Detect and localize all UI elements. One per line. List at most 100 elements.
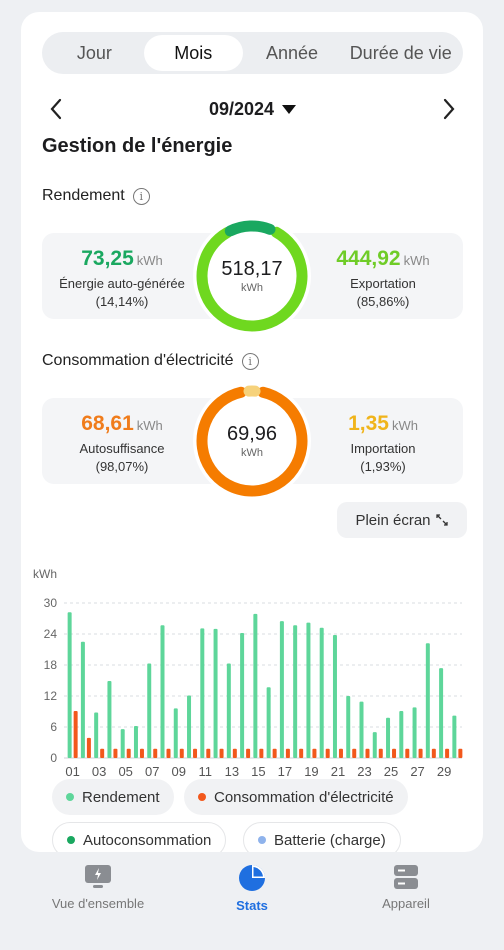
- bar-consommation: [392, 748, 397, 758]
- bar-consommation: [365, 748, 370, 758]
- date-selector: 09/2024: [42, 94, 463, 124]
- export-value: 444,92: [336, 247, 401, 270]
- export-arc: [196, 226, 308, 332]
- bar-consommation: [246, 748, 251, 758]
- bar-rendement: [133, 725, 138, 758]
- bar-consommation: [338, 748, 343, 758]
- bar-rendement: [187, 695, 192, 758]
- bar-consommation: [206, 748, 211, 758]
- bar-rendement: [425, 643, 430, 758]
- x-tick-label: 07: [145, 764, 159, 779]
- bar-rendement: [94, 712, 99, 758]
- x-tick-label: 13: [225, 764, 239, 779]
- bar-consommation: [153, 748, 158, 758]
- tab-duree-de-vie[interactable]: Durée de vie: [349, 42, 452, 63]
- self-generated-label: Énergie auto-générée: [59, 276, 185, 291]
- bar-consommation: [299, 748, 304, 758]
- bar-rendement: [226, 663, 231, 758]
- import-label: Importation: [350, 441, 416, 456]
- bar-consommation: [139, 748, 144, 758]
- fullscreen-label: Plein écran: [355, 511, 431, 529]
- info-icon[interactable]: i: [241, 352, 259, 370]
- bar-consommation: [285, 748, 290, 758]
- export-label: Exportation: [350, 276, 416, 291]
- bar-rendement: [293, 625, 298, 758]
- y-tick-label: 0: [50, 751, 57, 765]
- bar-rendement: [107, 681, 112, 758]
- export-pct: (85,86%): [356, 294, 410, 309]
- unit: kWh: [136, 418, 163, 433]
- bar-consommation: [418, 748, 423, 758]
- consommation-donut: 69,96 kWh: [193, 382, 311, 500]
- bar-rendement: [213, 628, 218, 758]
- bar-consommation: [458, 748, 463, 758]
- autosuffisance-label: Autosuffisance: [79, 441, 165, 456]
- x-tick-label: 27: [410, 764, 424, 779]
- legend-rendement[interactable]: Rendement: [52, 779, 174, 815]
- y-axis-label: kWh: [33, 567, 57, 581]
- x-tick-label: 05: [118, 764, 132, 779]
- bar-consommation: [113, 748, 118, 758]
- y-tick-label: 12: [44, 689, 58, 703]
- autosuffisance-value: 68,61: [81, 412, 134, 435]
- nav-vue-d-ensemble[interactable]: Vue d'ensemble: [14, 864, 182, 911]
- autosuffisance-stat: 68,61 kWh Autosuffisance (98,07%): [42, 412, 202, 474]
- page-title: Gestion de l'énergie: [42, 135, 233, 157]
- bar-rendement: [266, 687, 271, 758]
- x-tick-label: 25: [384, 764, 398, 779]
- bar-consommation: [166, 748, 171, 758]
- x-tick-label: 29: [437, 764, 451, 779]
- info-icon[interactable]: i: [132, 187, 150, 205]
- bar-rendement: [200, 628, 205, 758]
- bar-rendement: [399, 710, 404, 758]
- tab-jour[interactable]: Jour: [76, 42, 112, 63]
- legend-dot: [67, 836, 75, 844]
- date-picker[interactable]: 09/2024: [209, 99, 297, 120]
- caret-down-icon: [282, 104, 297, 114]
- bar-rendement: [173, 708, 178, 758]
- nav-label: Appareil: [382, 896, 430, 911]
- bar-consommation: [378, 748, 383, 758]
- bar-consommation: [193, 748, 198, 758]
- bar-rendement: [332, 635, 337, 758]
- fullscreen-button[interactable]: Plein écran: [337, 502, 467, 538]
- legend-batterie[interactable]: Batterie (charge): [243, 822, 401, 852]
- expand-icon: [435, 514, 448, 526]
- unit: kWh: [391, 418, 418, 433]
- legend-label: Rendement: [82, 788, 160, 806]
- bar-rendement: [359, 701, 364, 758]
- x-tick-label: 09: [172, 764, 186, 779]
- bar-consommation: [232, 748, 237, 758]
- bar-rendement: [240, 632, 245, 758]
- bar-consommation: [312, 748, 317, 758]
- unit: kWh: [241, 447, 263, 459]
- bar-rendement: [306, 622, 311, 758]
- legend-consommation[interactable]: Consommation d'électricité: [184, 779, 408, 815]
- chevron-right-icon[interactable]: [435, 95, 463, 123]
- bar-consommation: [405, 748, 410, 758]
- tab-annee[interactable]: Année: [266, 42, 319, 63]
- bar-consommation: [431, 748, 436, 758]
- legend-label: Batterie (charge): [274, 831, 386, 849]
- x-tick-label: 11: [199, 764, 213, 779]
- x-tick-label: 15: [251, 764, 265, 779]
- legend-label: Autoconsommation: [83, 831, 212, 849]
- unit: kWh: [241, 282, 263, 294]
- tab-mois[interactable]: Mois: [143, 35, 243, 71]
- bar-consommation: [126, 748, 131, 758]
- y-tick-label: 18: [44, 658, 58, 672]
- rendement-ring: [196, 220, 308, 332]
- bar-rendement: [319, 627, 324, 758]
- consommation-title: Consommation d'électricité: [42, 352, 234, 369]
- x-tick-label: 19: [304, 764, 318, 779]
- chevron-left-icon[interactable]: [42, 95, 70, 123]
- consommation-ring: [196, 385, 308, 497]
- nav-stats[interactable]: Stats: [168, 864, 336, 913]
- rendement-donut: 518,17 kWh: [193, 217, 311, 335]
- bar-consommation: [73, 710, 78, 758]
- legend-label: Consommation d'électricité: [214, 788, 394, 806]
- legend-autoconsommation[interactable]: Autoconsommation: [52, 822, 227, 852]
- period-tabs: Jour Mois Année Durée de vie: [42, 32, 463, 74]
- bar-rendement: [80, 641, 85, 758]
- nav-appareil[interactable]: Appareil: [322, 864, 490, 911]
